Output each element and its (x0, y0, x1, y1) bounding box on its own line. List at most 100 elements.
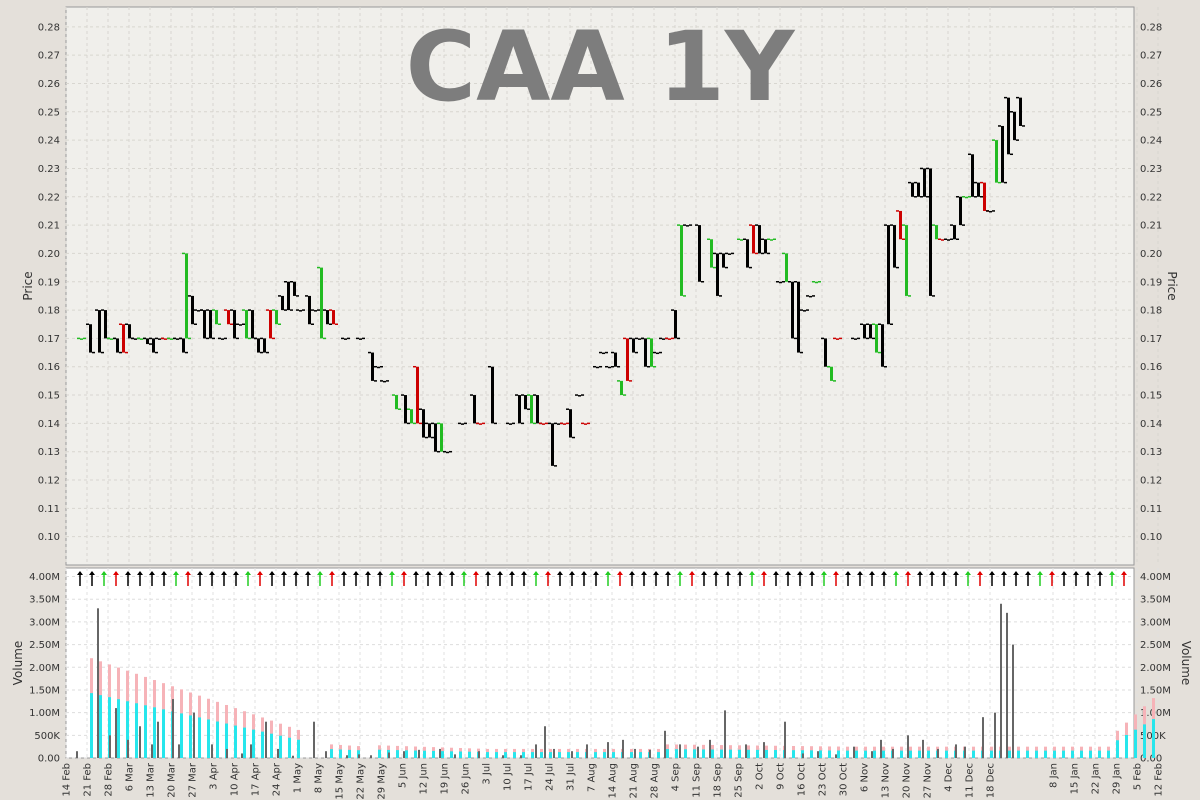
signal-arrow-head (1097, 571, 1103, 575)
date-tick: 28 Feb (104, 763, 115, 797)
volume-shade-cyan (1017, 750, 1020, 758)
price-tick-left: 0.26 (38, 79, 60, 90)
volume-shade-cyan (243, 727, 246, 758)
price-bar (104, 310, 107, 339)
volume-tick-left: 3.00M (29, 617, 60, 628)
signal-arrow-head (341, 571, 347, 575)
volume-shade-cyan (432, 750, 435, 758)
volume-bar (937, 748, 939, 758)
date-tick: 25 Sep (734, 763, 745, 798)
price-bar (779, 281, 782, 284)
price-bar (584, 423, 587, 425)
price-bar (740, 239, 743, 241)
price-bar (836, 338, 839, 340)
grid-lines (65, 7, 1159, 759)
price-bar (935, 225, 938, 240)
volume-shade-cyan (1008, 750, 1011, 758)
signal-arrow-head (653, 571, 659, 575)
volume-profile-shading (90, 658, 1155, 758)
volume-shade-cyan (549, 752, 552, 758)
signal-arrow-head (1037, 571, 1043, 575)
price-bar (881, 324, 884, 367)
signal-arrow-head (353, 571, 359, 575)
volume-shade-cyan (1044, 750, 1047, 758)
price-bar (314, 310, 317, 312)
volume-shade-cyan (945, 750, 948, 758)
volume-bar (892, 748, 894, 758)
price-bar (170, 338, 173, 340)
price-bar (509, 423, 512, 425)
volume-shade-cyan (639, 752, 642, 758)
volume-shade-cyan (459, 751, 462, 758)
date-tick: 23 Oct (818, 763, 829, 796)
volume-bar (571, 751, 573, 758)
volume-shade-cyan (504, 752, 507, 758)
price-tick-left: 0.17 (38, 334, 60, 345)
price-bar (668, 338, 671, 340)
volume-shade-cyan (909, 750, 912, 758)
price-tick-left: 0.19 (38, 277, 60, 288)
price-bar (899, 210, 902, 240)
signal-arrow-head (737, 571, 743, 575)
signal-arrow-head (329, 571, 335, 575)
date-tick: 3 Jul (482, 763, 493, 785)
price-tick-right: 0.24 (1140, 136, 1162, 147)
date-tick: 4 Dec (944, 763, 955, 792)
price-bar (383, 380, 386, 383)
volume-shade-cyan (531, 752, 534, 758)
date-tick: 14 Feb (62, 763, 73, 797)
date-tick: 12 Feb (1154, 763, 1165, 797)
date-tick: 8 May (314, 763, 325, 793)
price-bar (830, 366, 833, 381)
volume-bar (418, 749, 420, 758)
price-bar (395, 395, 398, 410)
volume-bar (745, 744, 747, 758)
volume-shade-cyan (279, 735, 282, 758)
volume-shade-cyan (162, 709, 165, 758)
price-bar (557, 423, 560, 425)
price-bar (203, 310, 206, 339)
volume-tick-left: 2.50M (29, 640, 60, 651)
volume-shade-cyan (270, 733, 273, 758)
price-bar (686, 225, 689, 227)
price-tick-left: 0.24 (38, 136, 60, 147)
volume-shade-cyan (1062, 750, 1065, 758)
volume-bar (535, 744, 537, 758)
date-tick: 27 Mar (188, 762, 199, 798)
volume-bar (313, 721, 315, 758)
price-bar (863, 324, 866, 339)
signal-arrow-head (89, 571, 95, 575)
volume-shade-cyan (612, 752, 615, 758)
signal-arrow-head (965, 571, 971, 575)
volume-bar (325, 751, 327, 758)
price-bar (344, 338, 347, 340)
signal-arrow-head (713, 571, 719, 575)
price-bar (875, 324, 878, 353)
price-bar (215, 310, 218, 325)
volume-bar (76, 751, 78, 758)
volume-shade-cyan (900, 750, 903, 758)
price-bar (326, 310, 329, 325)
volume-shade-cyan (522, 752, 525, 758)
volume-shade-cyan (810, 750, 813, 758)
price-bar (191, 295, 194, 325)
price-bar (146, 338, 149, 345)
price-bar (941, 239, 944, 241)
price-tick-right: 0.15 (1140, 391, 1162, 402)
price-bar (257, 338, 260, 353)
price-bar (791, 281, 794, 339)
volume-bar (664, 730, 666, 758)
date-tick: 9 Oct (776, 763, 787, 790)
signal-arrow-head (833, 571, 839, 575)
signal-arrow-head (257, 571, 263, 575)
signal-arrow-head (389, 571, 395, 575)
signal-arrow-head (401, 571, 407, 575)
price-tick-left: 0.23 (38, 164, 60, 175)
price-bar (953, 225, 956, 240)
volume-shade-cyan (819, 750, 822, 758)
date-tick: 29 May (377, 763, 388, 800)
price-bar (650, 338, 653, 367)
price-bar (662, 338, 665, 340)
signal-arrow-head (1025, 571, 1031, 575)
price-bar (377, 366, 380, 369)
